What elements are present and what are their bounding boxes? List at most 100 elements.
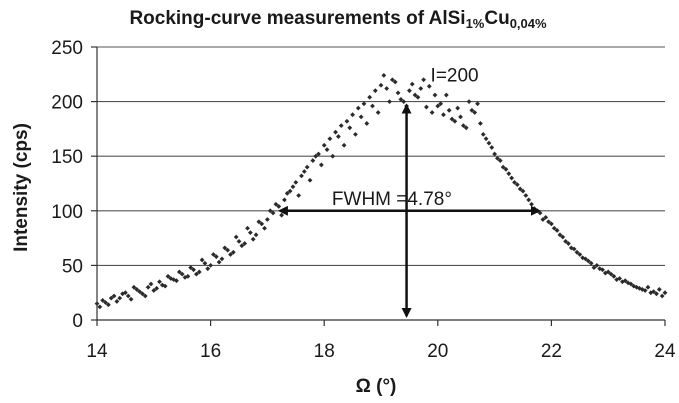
data-point <box>443 92 449 98</box>
data-point <box>321 142 327 148</box>
data-point <box>310 158 316 163</box>
data-point <box>219 256 225 262</box>
y-axis-label: Intensity (cps) <box>11 123 32 252</box>
data-point <box>486 140 492 146</box>
data-point <box>659 293 665 299</box>
data-point <box>131 284 137 290</box>
data-point <box>151 288 157 293</box>
data-point <box>648 290 654 296</box>
data-point <box>327 136 333 142</box>
data-point <box>262 225 267 231</box>
data-point <box>483 136 489 142</box>
data-point <box>228 252 233 257</box>
data-point <box>438 101 444 107</box>
data-point <box>301 169 307 174</box>
data-point <box>381 72 387 78</box>
data-point <box>611 273 617 279</box>
data-point <box>194 271 199 277</box>
data-point <box>279 212 284 218</box>
data-point <box>137 289 142 295</box>
y-tick-label: 50 <box>62 256 83 277</box>
data-point <box>233 234 239 240</box>
data-point <box>642 288 648 293</box>
data-point <box>608 271 614 277</box>
data-point <box>549 221 554 227</box>
data-point <box>230 249 236 255</box>
data-point <box>571 246 577 252</box>
y-tick-label: 150 <box>51 147 83 168</box>
data-point <box>463 125 469 131</box>
data-point <box>142 293 148 299</box>
data-point <box>401 99 407 104</box>
data-point <box>140 291 145 297</box>
data-point <box>211 252 216 257</box>
data-point <box>344 118 350 124</box>
data-point <box>472 110 478 115</box>
data-point <box>588 260 594 266</box>
data-point <box>426 83 432 89</box>
data-point <box>191 267 196 273</box>
data-point <box>282 197 287 203</box>
x-tick-label: 18 <box>314 341 335 362</box>
data-point <box>540 217 546 222</box>
data-point <box>421 77 426 83</box>
data-point <box>208 263 213 268</box>
data-point <box>199 257 205 263</box>
x-tick-label: 22 <box>541 341 562 362</box>
data-point <box>372 88 378 94</box>
data-point <box>460 123 466 129</box>
y-tick-label: 100 <box>51 202 83 223</box>
data-point <box>566 241 571 246</box>
data-point <box>563 238 568 244</box>
data-point <box>429 110 435 115</box>
data-point <box>392 79 398 85</box>
data-point <box>600 267 605 273</box>
data-point <box>497 158 503 163</box>
data-point <box>602 270 608 276</box>
data-point <box>128 296 134 302</box>
y-tick-label: 250 <box>51 38 83 59</box>
data-point <box>389 77 395 83</box>
data-point <box>591 265 597 270</box>
data-point <box>324 147 330 153</box>
grid-lines <box>97 46 665 266</box>
data-point <box>500 164 506 170</box>
x-axis-label: Ω (°) <box>356 376 397 397</box>
data-point <box>341 142 347 148</box>
data-point <box>517 186 523 192</box>
data-point <box>114 299 120 304</box>
x-tick-label: 20 <box>427 341 448 362</box>
data-point <box>196 269 202 275</box>
data-point <box>171 277 177 282</box>
data-point <box>97 304 103 310</box>
data-point <box>313 153 319 159</box>
data-point <box>580 255 586 261</box>
data-point <box>105 302 111 308</box>
data-point <box>296 193 302 198</box>
chart-title: Rocking-curve measurements of AlSi1%Cu0,… <box>129 8 547 31</box>
data-point <box>162 283 168 289</box>
data-point <box>387 99 392 104</box>
data-point <box>145 284 151 290</box>
data-point <box>452 118 458 124</box>
data-point <box>239 243 245 249</box>
data-point <box>270 210 276 216</box>
data-point <box>375 110 381 115</box>
data-point <box>455 105 461 111</box>
y-tick-label: 0 <box>72 311 83 332</box>
data-point <box>631 283 637 289</box>
data-point <box>441 112 446 118</box>
data-point <box>111 293 117 299</box>
data-point <box>526 197 532 203</box>
data-point <box>134 287 140 292</box>
data-point <box>449 116 455 122</box>
data-point <box>435 103 441 109</box>
data-point <box>506 171 512 177</box>
data-point <box>614 277 620 282</box>
data-point <box>520 188 526 194</box>
data-point <box>637 285 642 291</box>
x-tick-label: 24 <box>654 341 676 362</box>
data-point <box>557 232 563 238</box>
x-tick-label: 16 <box>200 341 221 362</box>
data-point <box>265 217 270 222</box>
